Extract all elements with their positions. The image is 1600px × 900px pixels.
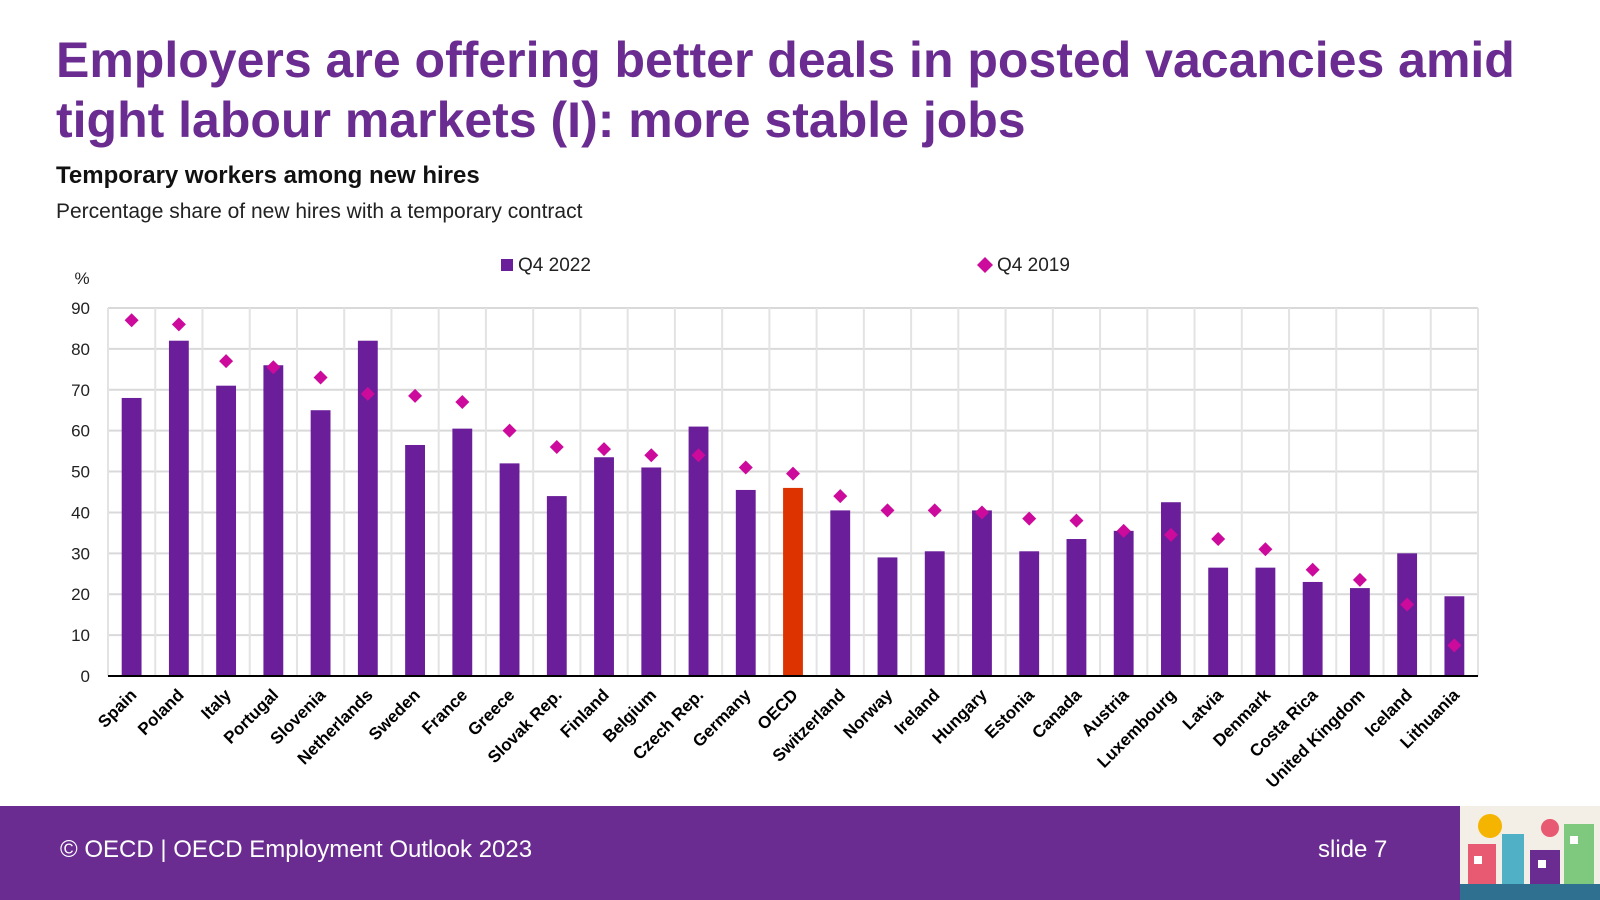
y-tick-label: 80 xyxy=(71,340,90,359)
bar-spain xyxy=(121,397,142,676)
marker-poland xyxy=(171,317,186,332)
marker-czech-rep- xyxy=(691,448,706,463)
marker-oecd xyxy=(786,466,800,481)
bars xyxy=(121,340,1465,676)
bar-canada xyxy=(1066,539,1087,676)
marker-netherlands xyxy=(360,386,375,401)
bar-denmark xyxy=(1255,567,1276,676)
marker-austria xyxy=(1116,523,1131,538)
marker-latvia xyxy=(1211,532,1226,547)
x-tick-label: Poland xyxy=(134,685,188,739)
legend-label-q4-2022: Q4 2022 xyxy=(518,255,591,276)
marker-italy xyxy=(219,354,234,369)
marker-germany xyxy=(738,460,753,475)
bar-greece xyxy=(499,463,520,676)
y-tick-label: 90 xyxy=(71,299,90,318)
gridlines xyxy=(107,307,1479,676)
bar-costa-rica xyxy=(1302,581,1323,676)
bar-austria xyxy=(1113,530,1134,676)
bar-united-kingdom xyxy=(1349,588,1370,676)
x-tick-label: Canada xyxy=(1028,685,1085,742)
y-tick-label: 20 xyxy=(71,585,90,604)
bar-france xyxy=(452,428,473,676)
y-axis-unit: % xyxy=(74,269,89,288)
y-tick-label: 10 xyxy=(71,626,90,645)
marker-ireland xyxy=(927,503,942,518)
marker-switzerland xyxy=(833,489,848,504)
bar-latvia xyxy=(1208,567,1229,676)
markers xyxy=(124,313,1462,653)
slide-title: Employers are offering better deals in p… xyxy=(56,32,1515,148)
x-tick-label: Sweden xyxy=(365,685,424,744)
marker-hungary xyxy=(974,505,989,520)
marker-france xyxy=(455,395,470,410)
legend-swatch-q4-2022 xyxy=(501,259,513,271)
bar-lithuania xyxy=(1444,596,1465,676)
legend-swatch-q4-2019 xyxy=(977,257,993,273)
bar-czech-rep- xyxy=(688,426,709,676)
marker-greece xyxy=(502,423,517,438)
bar-germany xyxy=(735,489,756,676)
x-tick-label: France xyxy=(418,685,471,738)
bar-norway xyxy=(877,557,898,676)
marker-denmark xyxy=(1258,542,1273,557)
decorative-illustration-icon xyxy=(1460,806,1600,900)
bar-iceland xyxy=(1397,553,1418,676)
marker-iceland xyxy=(1400,597,1415,612)
y-tick-label: 0 xyxy=(81,667,90,686)
y-tick-label: 40 xyxy=(71,503,90,522)
marker-estonia xyxy=(1022,511,1037,526)
copyright-text: © OECD | OECD Employment Outlook 2023 xyxy=(60,836,533,863)
bar-belgium xyxy=(641,467,662,676)
marker-slovenia xyxy=(313,370,328,385)
bar-portugal xyxy=(263,365,284,676)
marker-lithuania xyxy=(1447,638,1462,653)
marker-luxembourg xyxy=(1163,527,1178,542)
legend-label-q4-2019: Q4 2019 xyxy=(997,255,1070,276)
y-tick-label: 50 xyxy=(71,463,90,482)
bar-oecd xyxy=(783,487,803,676)
bar-estonia xyxy=(1019,551,1040,676)
marker-slovak-rep- xyxy=(549,440,564,455)
marker-sweden xyxy=(408,388,423,403)
bar-slovenia xyxy=(310,410,331,676)
slide-number: slide 7 xyxy=(1318,836,1388,863)
marker-costa-rica xyxy=(1305,562,1320,577)
y-tick-label: 70 xyxy=(71,381,90,400)
bar-ireland xyxy=(924,551,945,676)
marker-united-kingdom xyxy=(1352,572,1367,587)
marker-spain xyxy=(124,313,139,328)
x-tick-label: Norway xyxy=(839,685,896,742)
chart-subtitle: Percentage share of new hires with a tem… xyxy=(56,200,583,223)
bar-poland xyxy=(168,340,189,676)
footer-bar: © OECD | OECD Employment Outlook 2023 sl… xyxy=(0,806,1600,900)
legend: Q4 2022 Q4 2019 xyxy=(501,255,1070,276)
x-tick-label: Italy xyxy=(197,685,235,723)
bar-slovak-rep- xyxy=(546,496,567,676)
bar-finland xyxy=(594,457,614,676)
bar-sweden xyxy=(405,444,425,676)
bar-hungary xyxy=(972,510,992,676)
bar-switzerland xyxy=(830,510,851,676)
marker-finland xyxy=(597,442,612,457)
bar-netherlands xyxy=(357,340,378,676)
y-tick-label: 60 xyxy=(71,422,90,441)
chart-title: Temporary workers among new hires xyxy=(56,162,480,189)
bar-luxembourg xyxy=(1161,502,1181,676)
x-tick-label: Estonia xyxy=(981,685,1038,742)
bar-italy xyxy=(216,385,237,676)
marker-canada xyxy=(1069,513,1084,528)
x-tick-label: Spain xyxy=(94,685,140,731)
marker-portugal xyxy=(266,360,281,375)
marker-belgium xyxy=(644,448,659,463)
y-tick-label: 30 xyxy=(71,544,90,563)
marker-norway xyxy=(880,503,895,518)
